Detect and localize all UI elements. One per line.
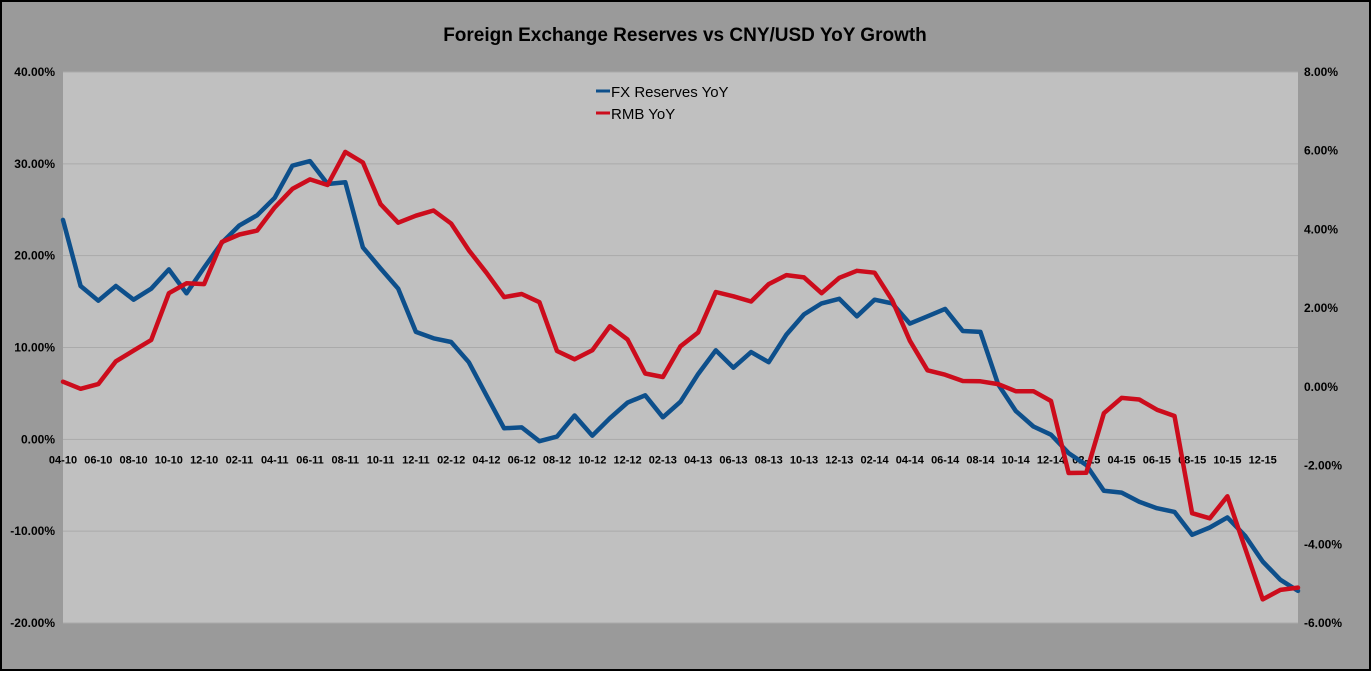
y-right-tick-label: 2.00% [1304, 301, 1338, 315]
rmb-line [60, 149, 1301, 602]
x-tick-label: 06-15 [1143, 454, 1171, 466]
x-tick-label: 02-11 [226, 454, 254, 466]
chart-title: Foreign Exchange Reserves vs CNY/USD YoY… [443, 25, 927, 46]
x-tick-label: 12-12 [614, 454, 642, 466]
x-tick-label: 06-14 [931, 454, 960, 466]
x-tick-label: 02-15 [1072, 454, 1100, 466]
y-left-tick-label: 20.00% [14, 249, 55, 263]
series-group [60, 149, 1301, 602]
y-left-tick-label: -20.00% [10, 616, 55, 630]
y-left-tick-label: -10.00% [10, 524, 55, 538]
right-axis: 8.00% 6.00% 4.00% 2.00% 0.00% -2.00% -4.00% -6.… [1304, 65, 1342, 630]
y-right-tick-label: -4.00% [1304, 537, 1342, 551]
x-tick-label: 12-14 [1037, 454, 1066, 466]
x-tick-label: 04-15 [1108, 454, 1136, 466]
x-tick-label: 10-15 [1213, 454, 1241, 466]
x-tick-label: 04-11 [261, 454, 289, 466]
x-tick-label: 04-12 [472, 454, 500, 466]
x-tick-label: 02-13 [649, 454, 677, 466]
x-tick-label: 08-14 [966, 454, 995, 466]
y-left-tick-label: 40.00% [14, 65, 55, 79]
y-right-tick-label: 6.00% [1304, 144, 1338, 158]
y-left-tick-label: 10.00% [14, 341, 55, 355]
x-tick-label: 10-14 [1002, 454, 1031, 466]
x-tick-label: 08-10 [120, 454, 148, 466]
y-right-tick-label: -6.00% [1304, 616, 1342, 630]
x-axis: 04-10 06-10 08-10 10-10 12-10 02-11 04-11 06-11… [49, 454, 1277, 466]
x-tick-label: 12-10 [190, 454, 218, 466]
x-tick-label: 10-12 [578, 454, 606, 466]
y-left-tick-label: 0.00% [21, 432, 55, 446]
x-tick-label: 12-13 [825, 454, 853, 466]
legend-label-1: RMB YoY [611, 106, 675, 123]
legend-label-0: FX Reserves YoY [611, 84, 729, 101]
x-tick-label: 12-11 [402, 454, 430, 466]
left-axis: 40.00% 30.00% 20.00% 10.00% 0.00% -10.00% -20.… [10, 65, 55, 630]
x-tick-label: 02-12 [437, 454, 465, 466]
x-tick-label: 08-12 [543, 454, 571, 466]
x-tick-label: 06-11 [296, 454, 324, 466]
grid-lines [63, 71, 1298, 624]
x-tick-label: 08-11 [332, 454, 360, 466]
x-tick-label: 10-11 [367, 454, 395, 466]
x-tick-label: 10-13 [790, 454, 818, 466]
x-tick-label: 10-10 [155, 454, 183, 466]
x-tick-label: 12-15 [1249, 454, 1277, 466]
y-left-tick-label: 30.00% [14, 157, 55, 171]
x-tick-label: 02-14 [861, 454, 890, 466]
y-right-tick-label: 0.00% [1304, 380, 1338, 394]
y-right-tick-label: 8.00% [1304, 65, 1338, 79]
x-tick-label: 06-12 [508, 454, 536, 466]
x-tick-label: 04-13 [684, 454, 712, 466]
y-right-tick-label: 4.00% [1304, 222, 1338, 236]
x-tick-label: 08-13 [755, 454, 783, 466]
x-tick-label: 04-14 [896, 454, 925, 466]
x-tick-label: 04-10 [49, 454, 77, 466]
fx-reserves-line [60, 158, 1301, 594]
legend: FX Reserves YoY RMB YoY [596, 84, 729, 123]
x-tick-label: 06-13 [719, 454, 747, 466]
y-right-tick-label: -2.00% [1304, 459, 1342, 473]
x-tick-label: 06-10 [84, 454, 112, 466]
